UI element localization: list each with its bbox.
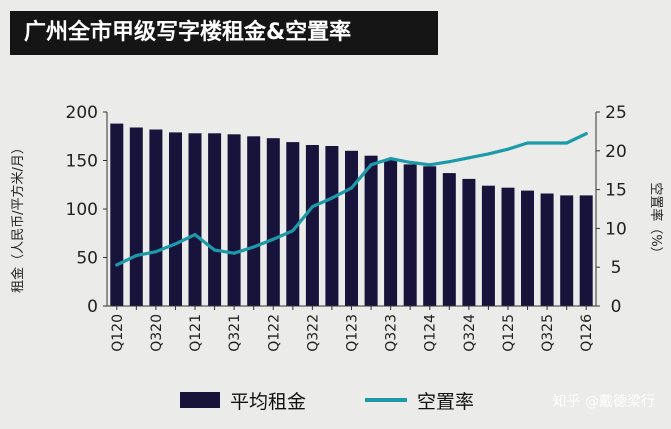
bar-Q124 bbox=[423, 166, 437, 306]
vacancy-point-Q222 bbox=[291, 229, 295, 233]
x-tick-label: Q325 bbox=[540, 314, 556, 352]
bar-Q222 bbox=[286, 142, 300, 306]
vacancy-point-Q424 bbox=[486, 152, 490, 156]
x-tick-label: Q323 bbox=[384, 314, 400, 352]
chart-title: 广州全市甲级写字楼租金&空置率 bbox=[10, 11, 438, 55]
vacancy-point-Q126 bbox=[584, 132, 588, 136]
bar-Q324 bbox=[462, 178, 476, 306]
line-group bbox=[115, 132, 588, 267]
bar-Q325 bbox=[540, 193, 554, 306]
bar-Q320 bbox=[149, 129, 163, 306]
y-tick-label: 200 bbox=[66, 103, 98, 123]
vacancy-point-Q221 bbox=[213, 248, 217, 252]
chart: 0 50 100 150 200 0 5 10 15 20 25 Q120 Q320 Q121 Q321… bbox=[10, 103, 664, 352]
bar-Q423 bbox=[403, 164, 417, 306]
bar-Q425 bbox=[560, 195, 574, 306]
vacancy-point-Q324 bbox=[467, 156, 471, 160]
bar-Q223 bbox=[364, 155, 378, 306]
left-ticks: 0 50 100 150 200 bbox=[66, 103, 107, 317]
y2-tick-label: 20 bbox=[605, 142, 627, 162]
y2-tick-label: 0 bbox=[611, 297, 622, 317]
x-tick-label: Q321 bbox=[227, 314, 243, 352]
y2-tick-label: 10 bbox=[605, 219, 627, 239]
vacancy-point-Q125 bbox=[506, 147, 510, 151]
legend-vacancy-label: 空置率 bbox=[417, 390, 475, 413]
bar-Q122 bbox=[266, 138, 280, 306]
right-ticks: 0 5 10 15 20 25 bbox=[596, 103, 627, 317]
watermark: 知乎 @戴德梁行 bbox=[552, 394, 655, 410]
bar-Q422 bbox=[325, 146, 339, 306]
vacancy-point-Q225 bbox=[526, 141, 529, 145]
vacancy-point-Q123 bbox=[350, 186, 353, 190]
x-tick-label: Q123 bbox=[345, 314, 361, 352]
vacancy-point-Q325 bbox=[545, 141, 549, 145]
y-tick-label: 150 bbox=[66, 152, 98, 172]
legend: 平均租金 空置率 bbox=[0, 380, 671, 420]
bar-Q120 bbox=[110, 123, 124, 306]
bar-Q121 bbox=[188, 133, 202, 306]
vacancy-point-Q320 bbox=[154, 250, 158, 254]
vacancy-point-Q321 bbox=[232, 251, 236, 255]
bar-Q424 bbox=[481, 185, 495, 306]
x-tick-label: Q320 bbox=[149, 314, 165, 352]
vacancy-point-Q223 bbox=[369, 163, 373, 167]
y-tick-label: 0 bbox=[87, 297, 98, 317]
bar-Q322 bbox=[305, 145, 319, 306]
vacancy-point-Q220 bbox=[134, 254, 138, 258]
y2-tick-label: 5 bbox=[611, 258, 622, 278]
vacancy-point-Q420 bbox=[174, 242, 177, 246]
x-tick-label: Q322 bbox=[305, 314, 321, 352]
bar-Q220 bbox=[129, 127, 143, 306]
bar-Q420 bbox=[169, 132, 182, 306]
x-tick-label: Q122 bbox=[266, 314, 282, 352]
vacancy-point-Q421 bbox=[252, 245, 256, 249]
x-tick-label: Q125 bbox=[501, 314, 517, 352]
vacancy-point-Q120 bbox=[115, 263, 119, 267]
vacancy-point-Q423 bbox=[408, 160, 412, 164]
y2-tick-label: 15 bbox=[605, 181, 627, 201]
y-tick-label: 50 bbox=[76, 249, 98, 269]
x-tick-label: Q124 bbox=[423, 314, 439, 352]
bar-Q224 bbox=[442, 173, 456, 306]
bar-Q126 bbox=[579, 195, 593, 306]
vacancy-point-Q124 bbox=[428, 163, 432, 167]
y2-tick-label: 25 bbox=[605, 103, 627, 123]
legend-vacancy: 空置率 bbox=[365, 386, 474, 414]
bars-group bbox=[110, 123, 593, 307]
y2-axis-label: 空置率（%） bbox=[648, 182, 664, 259]
bar-Q221 bbox=[208, 133, 222, 306]
vacancy-point-Q323 bbox=[389, 157, 393, 161]
legend-vacancy-swatch bbox=[365, 398, 407, 402]
vacancy-point-Q322 bbox=[310, 205, 314, 209]
bar-Q323 bbox=[384, 159, 398, 306]
vacancy-point-Q224 bbox=[447, 160, 451, 164]
y-axis-label: 租金（人民币/平方米/月） bbox=[10, 141, 26, 293]
vacancy-point-Q422 bbox=[330, 196, 334, 200]
y-tick-label: 100 bbox=[66, 200, 98, 220]
bar-Q123 bbox=[345, 150, 358, 306]
x-tick-label: Q324 bbox=[462, 314, 478, 352]
vacancy-point-Q425 bbox=[565, 141, 569, 145]
legend-rent-swatch bbox=[180, 392, 220, 408]
bar-Q125 bbox=[501, 187, 515, 306]
vacancy-point-Q122 bbox=[271, 237, 275, 241]
bar-Q225 bbox=[521, 190, 534, 306]
x-tick-label: Q120 bbox=[110, 314, 126, 352]
legend-rent: 平均租金 bbox=[180, 386, 306, 414]
legend-rent-label: 平均租金 bbox=[230, 390, 307, 413]
x-ticks: Q120 Q320 Q121 Q321 Q122 Q322 Q123 Q323 Q124 Q324… bbox=[110, 306, 595, 352]
bar-Q421 bbox=[247, 136, 261, 307]
vacancy-point-Q121 bbox=[193, 233, 197, 237]
x-tick-label: Q126 bbox=[579, 314, 595, 352]
bar-Q321 bbox=[227, 134, 241, 306]
x-tick-label: Q121 bbox=[188, 314, 204, 352]
